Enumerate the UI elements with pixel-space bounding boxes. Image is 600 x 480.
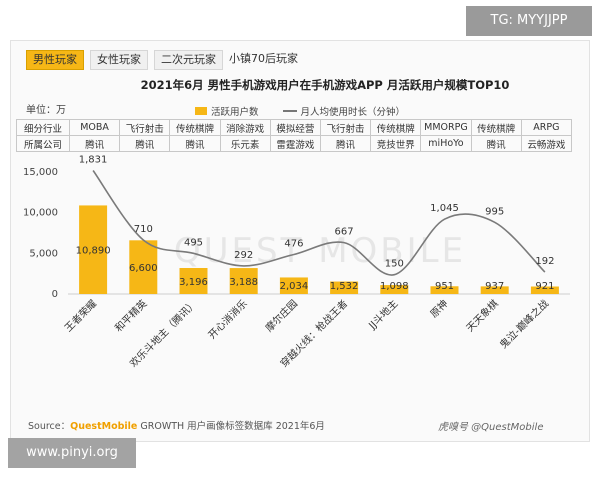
x-tick-label: JJ斗地主 bbox=[365, 297, 400, 332]
bar bbox=[79, 205, 108, 294]
bar-series bbox=[79, 205, 559, 294]
line-value-label: 995 bbox=[485, 206, 504, 217]
company-cell: 乐元素 bbox=[219, 135, 271, 152]
bar bbox=[530, 286, 559, 294]
x-tick-label: 鬼泣-巅峰之战 bbox=[497, 297, 551, 351]
company-row: 所属公司 腾讯 腾讯 腾讯 乐元素 雷霆游戏 腾讯 竞技世界 miHoYo 腾讯 云畅游戏 bbox=[16, 135, 573, 152]
bar-value-label: 951 bbox=[435, 281, 454, 292]
legend-bar-label: 活跃用户数 bbox=[211, 107, 259, 118]
line-value-labels: 1,831 710 495 292 476 667 150 1,045 995 192 bbox=[79, 154, 555, 269]
legend-line-swatch bbox=[282, 110, 297, 112]
unit-label: 单位：万 bbox=[26, 105, 66, 116]
legend-item-line: 月人均使用时长（分钟） bbox=[282, 104, 406, 118]
company-cell: 腾讯 bbox=[68, 135, 121, 152]
chart-legend: 活跃用户数 月人均使用时长（分钟） bbox=[195, 104, 405, 118]
line-value-label: 476 bbox=[284, 238, 303, 249]
bar-value-labels: 10,890 6,600 3,196 3,188 2,034 1,532 1,098 951 9… bbox=[76, 246, 555, 292]
bar-value-label: 921 bbox=[535, 281, 554, 292]
company-cell: 竞技世界 bbox=[370, 135, 422, 152]
bar bbox=[279, 277, 308, 294]
y-tick-label: 0 bbox=[52, 289, 58, 300]
bar-value-label: 10,890 bbox=[76, 246, 111, 257]
legend-line-label: 月人均使用时长（分钟） bbox=[300, 107, 406, 118]
bar-value-label: 937 bbox=[485, 281, 504, 292]
bar bbox=[330, 281, 359, 294]
line-value-label: 495 bbox=[184, 237, 203, 248]
chart-watermark: QUEST MOBILE bbox=[174, 231, 466, 271]
company-cell: miHoYo bbox=[420, 135, 472, 152]
bar bbox=[179, 268, 208, 294]
bar-value-label: 1,098 bbox=[380, 281, 409, 292]
tab-small-town-70s-players[interactable]: 小镇70后玩家 bbox=[229, 52, 298, 65]
tab-acg-players[interactable]: 二次元玩家 bbox=[154, 50, 223, 70]
bar bbox=[229, 268, 258, 294]
tab-bar: 男性玩家 女性玩家 二次元玩家 小镇70后玩家 bbox=[26, 50, 298, 70]
line-series bbox=[92, 170, 546, 276]
tg-watermark: TG: MYYJJPP bbox=[466, 6, 592, 36]
credit-text: 虎嗅号 @QuestMobile bbox=[438, 422, 544, 433]
legend-bar-swatch bbox=[195, 107, 207, 115]
source-prefix: Source： bbox=[28, 421, 71, 432]
line-value-label: 1,045 bbox=[430, 203, 459, 214]
line-value-label: 1,831 bbox=[79, 154, 108, 165]
bar-value-label: 2,034 bbox=[280, 281, 309, 292]
legend-item-bar: 活跃用户数 bbox=[195, 104, 259, 118]
source-brand: QuestMobile bbox=[70, 421, 138, 432]
company-cell: 云畅游戏 bbox=[520, 135, 573, 152]
x-tick-label: 摩尔庄园 bbox=[263, 297, 300, 334]
tab-male-players[interactable]: 男性玩家 bbox=[26, 50, 84, 70]
bar bbox=[480, 286, 509, 294]
x-tick-label: 王者荣耀 bbox=[62, 298, 99, 335]
x-tick-label: 天天象棋 bbox=[463, 297, 500, 334]
y-tick-label: 15,000 bbox=[23, 167, 58, 178]
bar-value-label: 3,188 bbox=[229, 277, 258, 288]
x-tick-label: 原神 bbox=[427, 297, 450, 320]
bar bbox=[129, 240, 158, 294]
bar bbox=[430, 286, 459, 294]
line-value-label: 292 bbox=[234, 250, 253, 261]
line-value-label: 150 bbox=[385, 259, 404, 270]
y-tick-label: 10,000 bbox=[23, 208, 58, 219]
line-value-label: 192 bbox=[535, 256, 554, 267]
chart-title: 2021年6月 男性手机游戏用户在手机游戏APP 月活跃用户规模TOP10 bbox=[140, 78, 510, 92]
x-tick-label: 和平精英 bbox=[112, 297, 149, 334]
company-cell: 雷霆游戏 bbox=[269, 135, 321, 152]
line-path bbox=[92, 170, 546, 276]
source-note: Source：QuestMobile GROWTH 用户画像标签数据库 2021… bbox=[28, 418, 325, 432]
bar-value-label: 1,532 bbox=[330, 281, 359, 292]
line-value-label: 710 bbox=[134, 224, 153, 235]
x-tick-label: 开心消消乐 bbox=[205, 297, 250, 342]
source-suffix: GROWTH 用户画像标签数据库 2021年6月 bbox=[137, 421, 325, 432]
game-info-table: 细分行业 MOBA 飞行射击 传统棋牌 消除游戏 模拟经营 飞行射击 传统棋牌 MMORPG 传… bbox=[16, 119, 573, 152]
line-value-label: 667 bbox=[335, 227, 354, 238]
bar-value-label: 6,600 bbox=[129, 263, 158, 274]
bar-value-label: 3,196 bbox=[179, 277, 208, 288]
bar bbox=[380, 285, 409, 294]
y-tick-label: 5,000 bbox=[29, 248, 58, 259]
company-cell: 腾讯 bbox=[319, 135, 372, 152]
company-cell: 腾讯 bbox=[119, 135, 171, 152]
tab-female-players[interactable]: 女性玩家 bbox=[90, 50, 148, 70]
site-watermark: www.pinyi.org bbox=[8, 438, 136, 468]
